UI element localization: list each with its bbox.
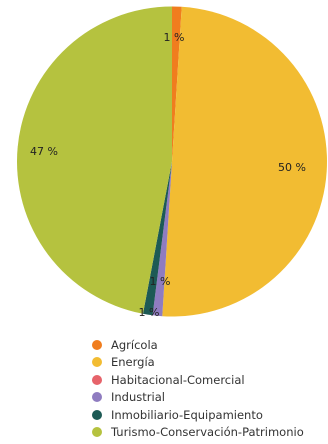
legend-label: Industrial xyxy=(111,390,165,405)
legend-item: Energía xyxy=(92,354,304,372)
legend-item: Industrial xyxy=(92,389,304,407)
pie-slice-4 xyxy=(152,161,172,317)
legend-label: Turismo-Conservación-Patrimonio xyxy=(111,425,304,440)
slice-label-6: 47 % xyxy=(30,145,58,158)
legend-swatch-habitacional-comercial xyxy=(92,374,102,385)
slice-label-2: 50 % xyxy=(278,161,306,174)
legend-swatch-industrial xyxy=(92,392,102,403)
legend-item: Habitacional-Comercial xyxy=(92,371,304,389)
legend-label: Habitacional-Comercial xyxy=(111,372,245,387)
legend-swatch-turismo-conservacion-patrimonio xyxy=(92,427,102,438)
legend-label: Agrícola xyxy=(111,337,158,352)
pie-slice-1 xyxy=(172,6,182,162)
pie-slice-2 xyxy=(162,6,327,317)
legend-label: Energía xyxy=(111,355,155,370)
pie-chart: 1 % 50 % 1 % 1 % 47 % xyxy=(17,6,327,319)
pie-slice-5 xyxy=(142,161,172,316)
legend: Agrícola Energía Habitacional-Comercial … xyxy=(92,336,304,441)
slice-label-5: 1 % xyxy=(139,306,160,319)
legend-swatch-inmobiliario-equipamiento xyxy=(92,409,102,420)
legend-swatch-energia xyxy=(92,357,102,368)
slice-label-1: 1 % xyxy=(164,31,185,44)
pie-slice-6 xyxy=(17,6,172,314)
legend-item: Inmobiliario-Equipamiento xyxy=(92,406,304,424)
legend-swatch-agricola xyxy=(92,339,102,350)
legend-item: Turismo-Conservación-Patrimonio xyxy=(92,424,304,442)
legend-label: Inmobiliario-Equipamiento xyxy=(111,407,263,422)
legend-item: Agrícola xyxy=(92,336,304,354)
slice-label-4: 1 % xyxy=(150,275,171,288)
